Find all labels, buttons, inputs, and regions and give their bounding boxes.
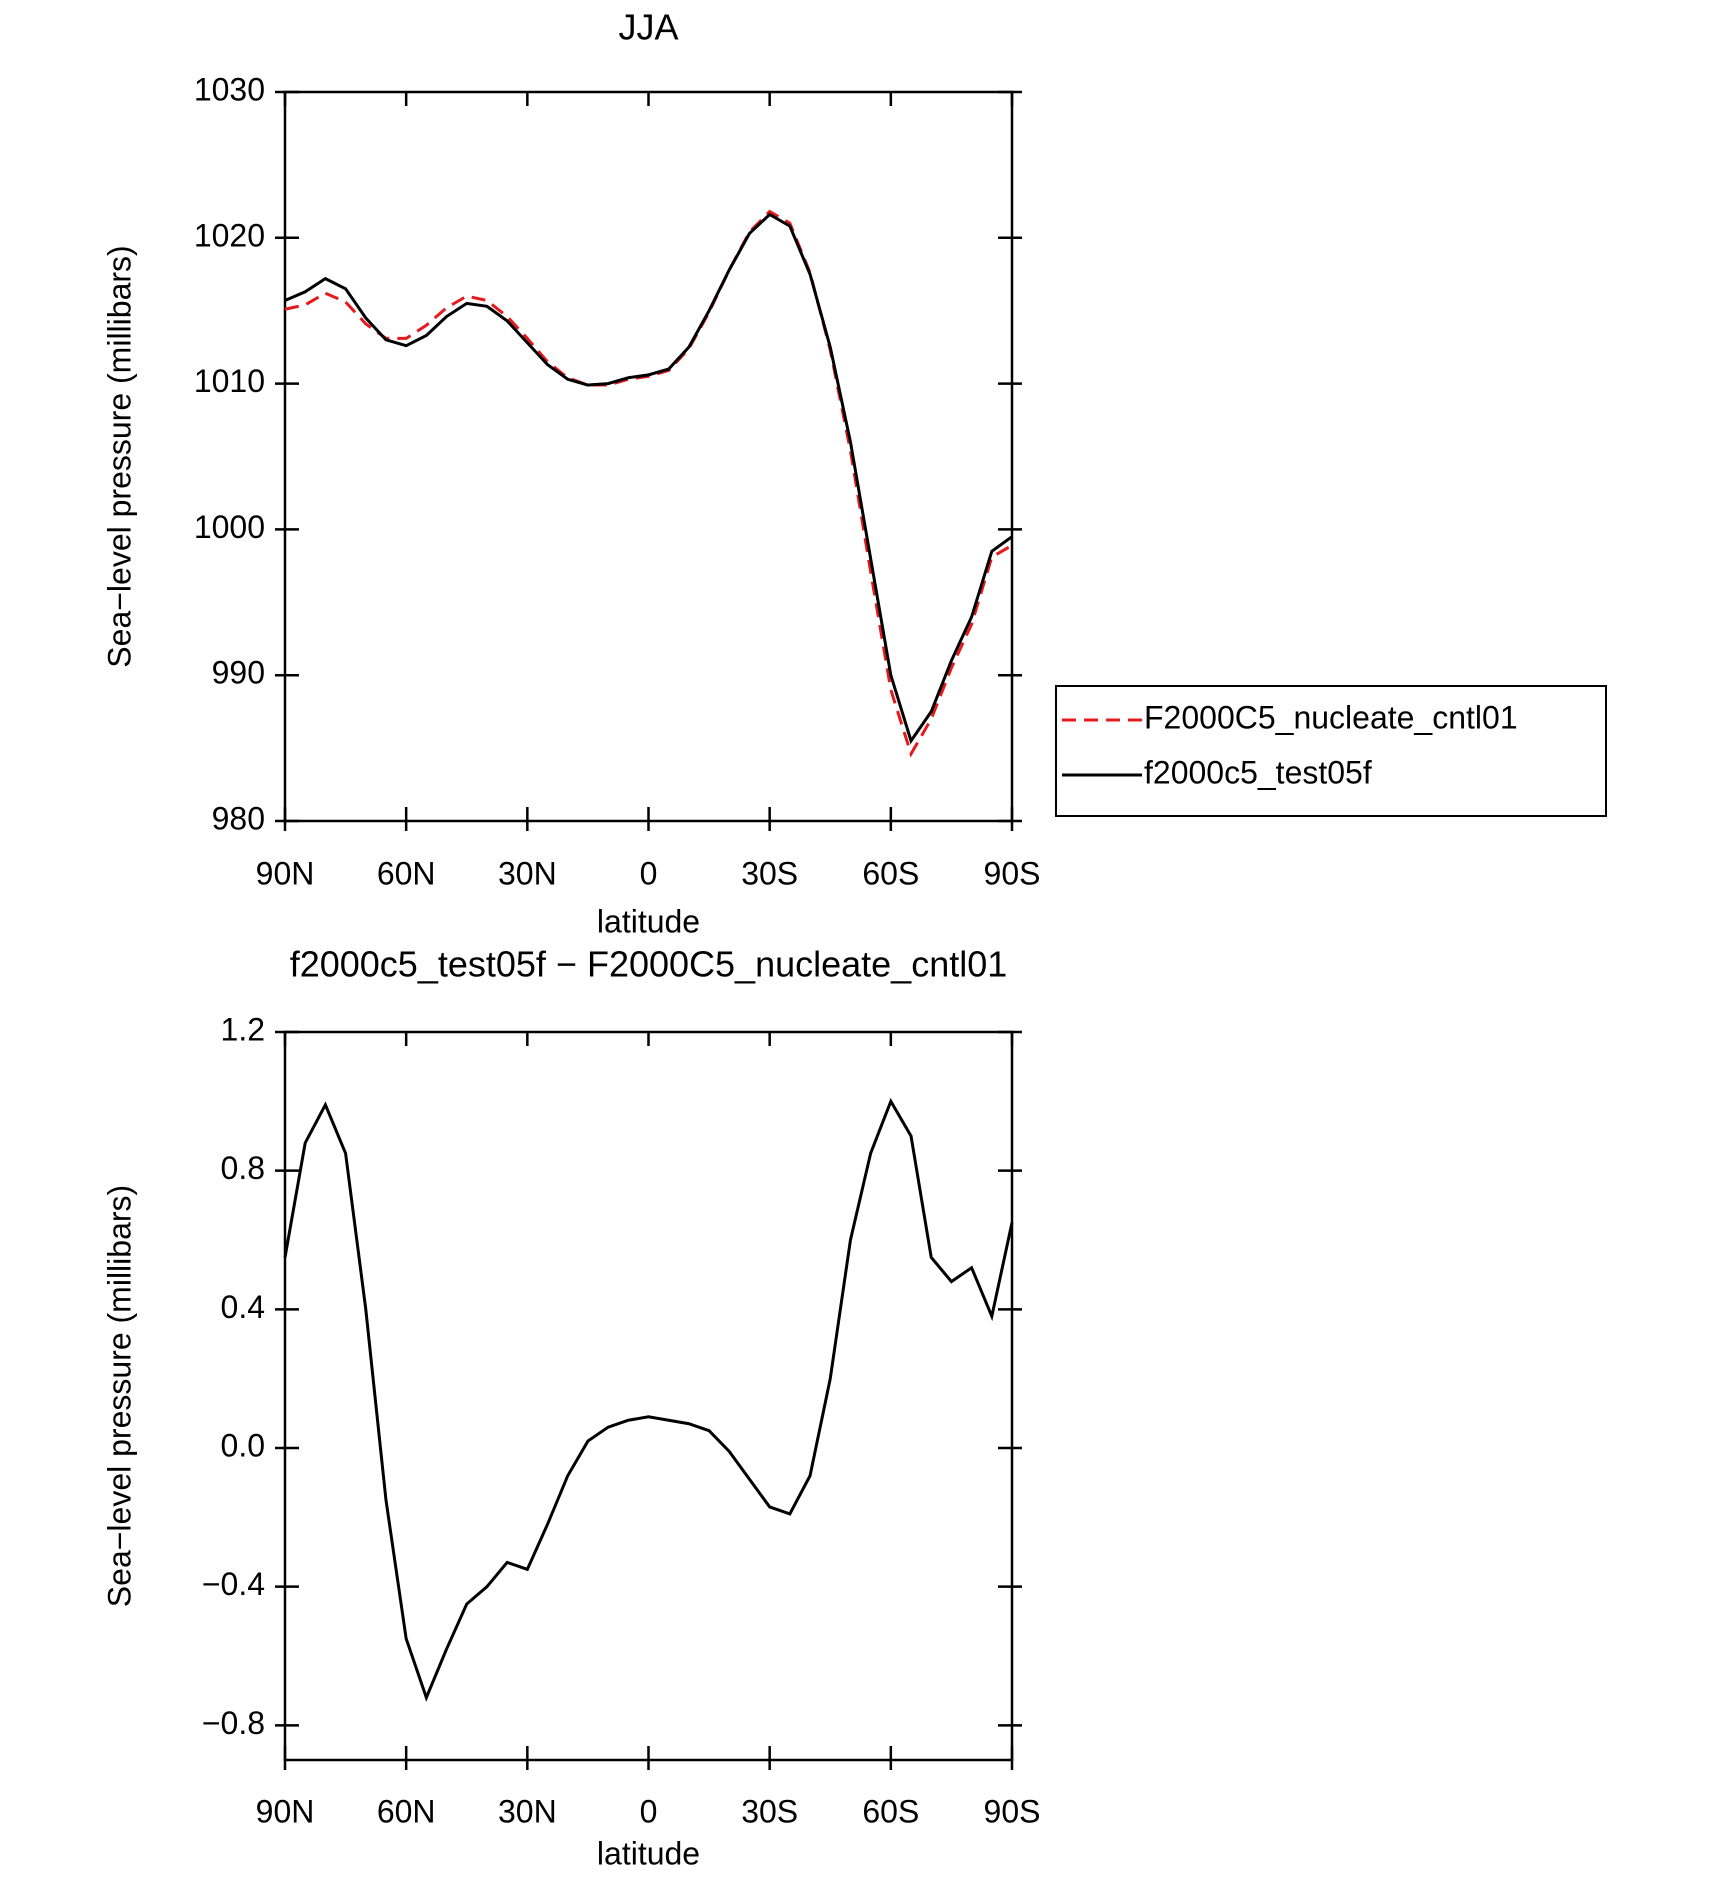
y-axis-label: Sea−level pressure (millibars) xyxy=(101,245,137,667)
chart-title: f2000c5_test05f − F2000C5_nucleate_cntl0… xyxy=(290,944,1008,985)
x-tick-label: 90S xyxy=(984,1793,1041,1829)
plot-frame xyxy=(283,1030,1014,1762)
x-tick-label: 60S xyxy=(862,1793,919,1829)
x-tick-label: 60S xyxy=(862,855,919,891)
y-tick-label: 0.8 xyxy=(221,1150,265,1186)
data-line xyxy=(284,212,1013,745)
y-tick-label: 1030 xyxy=(194,71,265,107)
x-tick-label: 90S xyxy=(984,855,1041,891)
y-tick-label: −0.8 xyxy=(202,1705,265,1741)
x-tick-label: 30S xyxy=(741,1793,798,1829)
legend-box xyxy=(1055,685,1607,817)
legend-label: f2000c5_test05f xyxy=(1144,754,1372,790)
legend-label: F2000C5_nucleate_cntl01 xyxy=(1144,699,1518,735)
y-tick-label: 1000 xyxy=(194,509,265,545)
y-tick-label: 980 xyxy=(212,800,265,836)
y-tick-label: 0.4 xyxy=(221,1289,265,1325)
x-tick-label: 30S xyxy=(741,855,798,891)
data-line xyxy=(284,209,1013,758)
x-axis-label: latitude xyxy=(597,1835,700,1871)
chart-title: JJA xyxy=(618,7,678,48)
y-tick-label: 0.0 xyxy=(221,1427,265,1463)
y-tick-label: 1.2 xyxy=(221,1011,265,1047)
x-tick-label: 0 xyxy=(640,855,658,891)
y-tick-label: 990 xyxy=(212,655,265,691)
data-line xyxy=(283,1097,1014,1702)
y-tick-label: −0.4 xyxy=(202,1566,265,1602)
x-tick-label: 90N xyxy=(256,1793,315,1829)
x-tick-label: 30N xyxy=(498,1793,557,1829)
x-tick-label: 0 xyxy=(640,1793,658,1829)
x-tick-label: 30N xyxy=(498,855,557,891)
x-tick-label: 90N xyxy=(256,855,315,891)
x-axis-label: latitude xyxy=(597,903,700,939)
x-tick-label: 60N xyxy=(377,855,436,891)
y-tick-label: 1020 xyxy=(194,217,265,253)
y-axis-label: Sea−level pressure (millibars) xyxy=(101,1185,137,1607)
y-tick-label: 1010 xyxy=(194,363,265,399)
x-tick-label: 60N xyxy=(377,1793,436,1829)
